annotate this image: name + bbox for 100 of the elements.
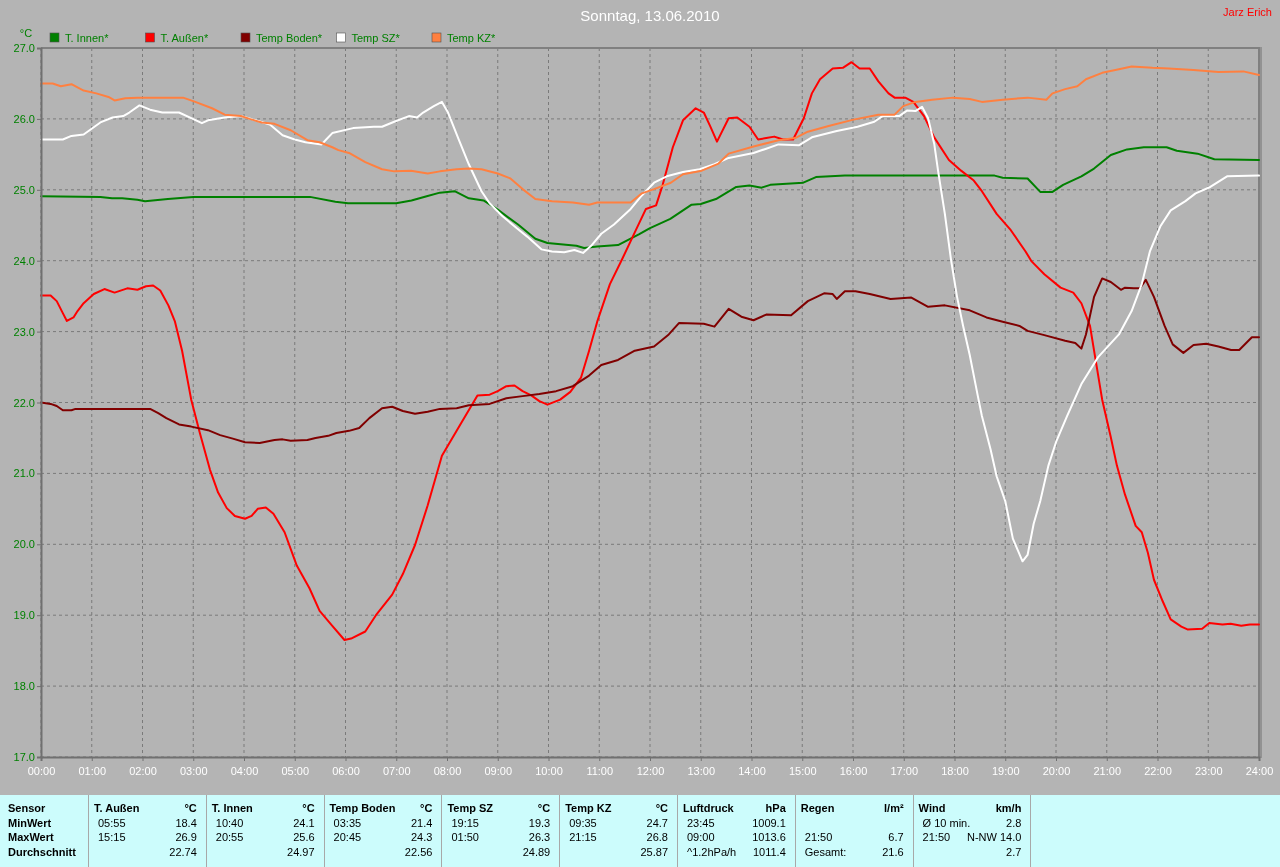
x-tick-label: 23:00 [1194,764,1223,777]
x-tick-label: 02:00 [129,764,157,777]
text: 2.8 [1006,816,1022,829]
y-tick-label: 24.0 [13,254,35,267]
text: km/h [995,802,1022,814]
x-tick-label: 14:00 [738,764,766,777]
text: 19:15 [451,816,479,829]
text: 21.6 [882,845,904,858]
y-tick-label: 25.0 [13,183,35,196]
text: Ø 10 min. [922,816,971,829]
x-tick-label: 17:00 [890,764,919,777]
text: °C [537,802,551,814]
text: l/m² [884,802,904,814]
text: 21.4 [410,816,433,829]
x-tick-label: 10:00 [535,764,563,777]
text: Luftdruck [683,802,735,814]
text: 18.4 [175,816,197,829]
text: 09:35 [569,816,597,829]
text: Regen [800,802,835,814]
x-tick-label: 09:00 [484,764,513,777]
x-tick-label: 03:00 [179,764,208,777]
text: Wind [918,802,946,814]
text: 26.8 [646,831,668,843]
text: T. Innen [211,802,254,814]
text: Temp KZ [565,802,612,814]
text: 1009.1 [752,816,786,829]
text: Temp Boden [329,802,396,814]
x-tick-label: 19:00 [991,764,1020,777]
text: 15:15 [98,831,126,843]
x-tick-label: 11:00 [586,764,614,777]
x-tick-label: 06:00 [332,764,360,777]
x-tick-label: 24:00 [1245,764,1274,777]
chart-title: Sonntag, 13.06.2010 [580,7,720,24]
text: 24.97 [287,845,315,858]
y-tick-label: 17.0 [13,751,35,764]
text: Gesamt: [804,845,847,858]
text: Temp SZ [447,802,494,814]
x-tick-label: 21:00 [1093,764,1122,777]
x-tick-label: 15:00 [788,764,817,777]
x-tick-label: 12:00 [636,764,665,777]
text: 01:50 [451,831,479,843]
text: ^1.2hPa/h [687,845,737,858]
y-tick-label: 27.0 [13,42,35,55]
line-series [40,100,1260,563]
text: Jarz Erich [1223,6,1272,18]
y-tick-label: 18.0 [13,680,35,693]
x-tick-label: 05:00 [281,764,310,777]
text: °C [184,802,197,814]
text: °C [420,802,433,814]
text: 05:55 [98,816,126,829]
text: 26.9 [175,831,197,843]
text: 21:50 [804,831,833,843]
legend-label: Temp Boden* [256,31,323,44]
text: 22.74 [169,845,197,858]
text: °C [302,802,315,814]
x-tick-label: 00:00 [27,764,56,777]
x-tick-label: 20:00 [1042,764,1071,777]
text: 19.3 [528,816,551,829]
x-tick-label: 22:00 [1144,764,1172,777]
x-tick-label: 04:00 [230,764,259,777]
text: N-NW 14.0 [966,831,1022,843]
text: 24.89 [522,845,551,858]
line-series [40,65,1260,206]
text: 24.3 [410,831,433,843]
text: 21:50 [922,831,951,843]
text: 20:45 [333,831,362,843]
text: 2.7 [1006,845,1022,858]
text: 26.3 [528,831,551,843]
line-series [40,146,1260,249]
legend-label: Temp KZ* [447,31,497,44]
x-tick-label: 07:00 [382,764,411,777]
text: 10:40 [215,816,244,829]
text: 6.7 [888,831,904,843]
text: 25.6 [293,831,315,843]
x-tick-label: 16:00 [839,764,868,777]
y-tick-label: 22.0 [13,396,35,409]
text: 24.1 [293,816,315,829]
text: 21:15 [569,831,597,843]
text: 1011.4 [752,845,786,858]
legend-label: T. Außen* [160,31,209,44]
legend-label: Temp SZ* [351,31,401,44]
legend-label: T. Innen* [65,31,110,44]
x-tick-label: 13:00 [687,764,716,777]
text: 03:35 [333,816,362,829]
text: Durchschnitt [8,845,77,858]
line-series [40,61,1260,642]
text: 23:45 [687,816,715,829]
text: 24.7 [646,816,668,829]
text: 20:55 [215,831,244,843]
y-tick-label: 23.0 [13,325,35,338]
x-tick-label: 01:00 [78,764,107,777]
text: 25.87 [640,845,668,858]
text: T. Außen [94,802,140,814]
text: 09:00 [687,831,715,843]
text: 1013.6 [752,831,786,843]
y-tick-label: 19.0 [13,609,35,622]
x-tick-label: 18:00 [941,764,969,777]
text: MinWert [8,816,52,829]
y-tick-label: 21.0 [13,467,35,480]
x-tick-label: 08:00 [433,764,462,777]
